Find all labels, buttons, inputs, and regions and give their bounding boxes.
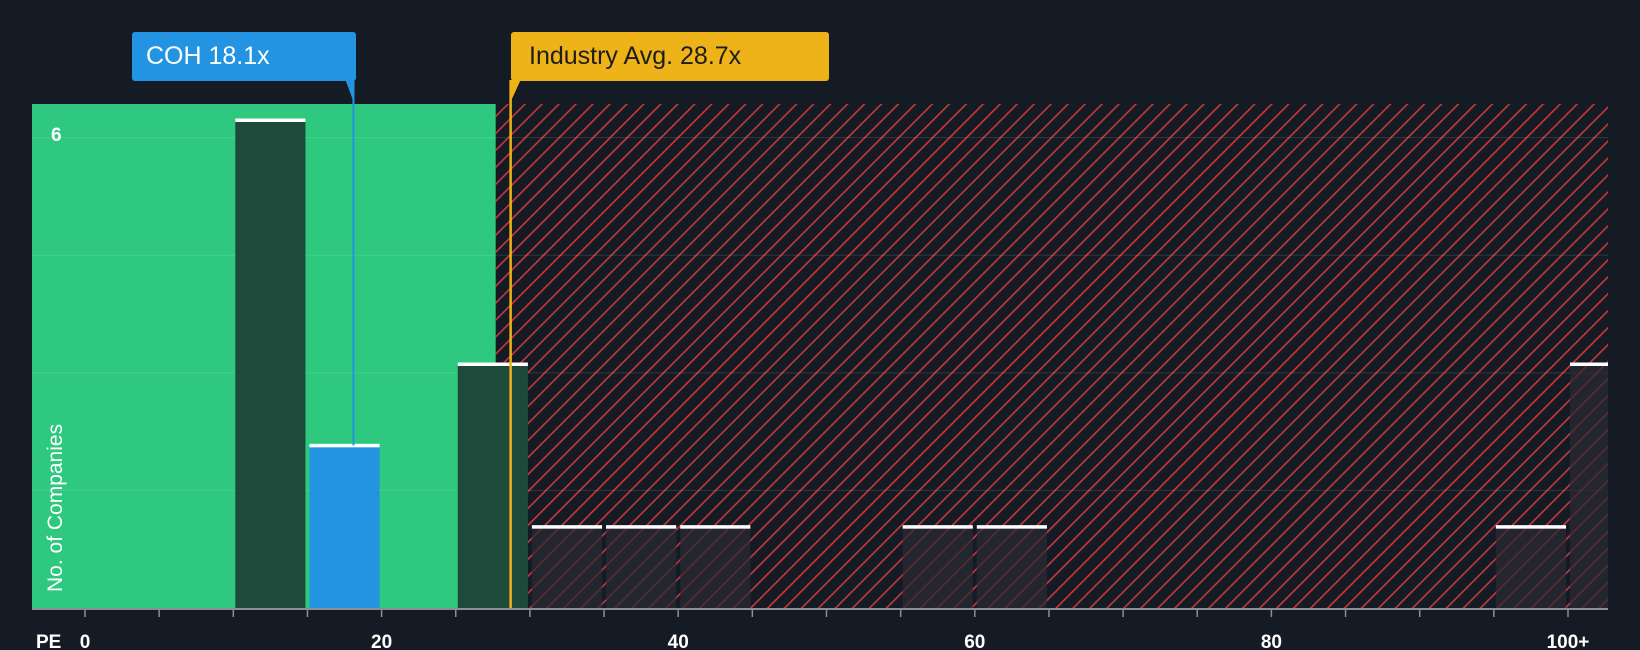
x-axis-title: PE (36, 632, 61, 650)
histogram-bar (680, 526, 751, 608)
bar-cap (531, 525, 603, 529)
histogram-bar (1495, 526, 1566, 608)
bar-cap (457, 362, 528, 366)
company-pe-callout: COH 18.1x (132, 32, 356, 81)
bar-cap (976, 525, 1047, 529)
bar-cap (606, 525, 677, 529)
histogram-bar (235, 120, 306, 608)
histogram-bar (976, 526, 1047, 608)
x-tick-label: 60 (964, 632, 985, 650)
bar-cap (235, 118, 306, 122)
bar-cap (1570, 362, 1608, 366)
x-tick-label: 100+ (1547, 632, 1590, 650)
histogram-bar (1570, 364, 1608, 608)
histogram-bar (606, 526, 677, 608)
bar-cap (680, 525, 751, 529)
bar-cap (1495, 525, 1566, 529)
y-tick-label: 6 (51, 125, 62, 146)
x-tick-label: 80 (1261, 632, 1282, 650)
x-tick-label: 20 (371, 632, 392, 650)
x-tick-label: 40 (668, 632, 689, 650)
industry-avg-callout: Industry Avg. 28.7x (511, 32, 829, 81)
company-callout-pointer (345, 80, 355, 104)
histogram-bar (309, 445, 380, 608)
bar-cap (309, 443, 380, 448)
bar-cap (902, 525, 973, 529)
industry-callout-pointer (509, 80, 521, 104)
x-tick-label: 0 (80, 632, 91, 650)
histogram-bar (531, 526, 603, 608)
histogram-bar (902, 526, 973, 608)
overvalued-zone (495, 104, 1608, 608)
histogram-bar (457, 364, 528, 608)
y-axis-title: No. of Companies (44, 424, 67, 592)
